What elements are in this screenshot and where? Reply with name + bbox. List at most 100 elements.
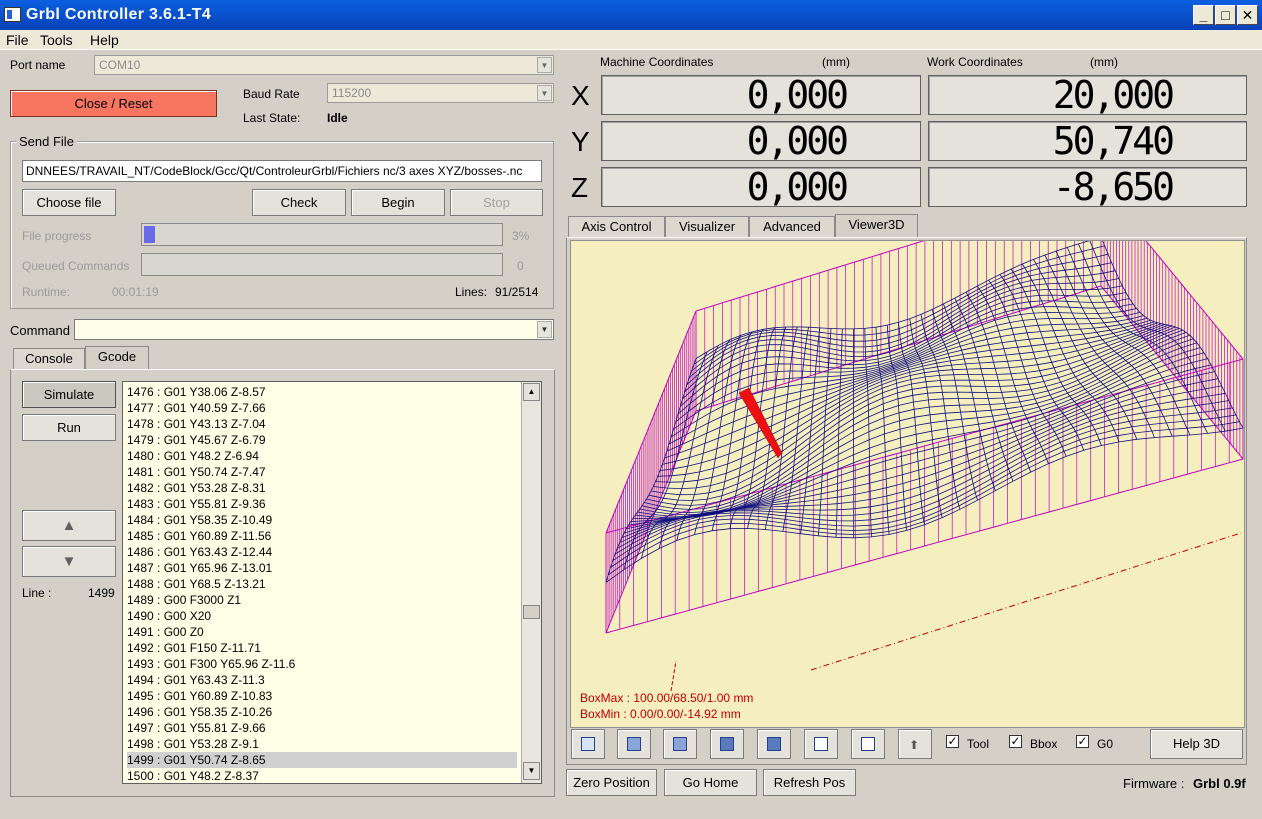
gcode-line[interactable]: 1484 : G01 Y58.35 Z-10.49 <box>127 513 273 527</box>
mesh-line <box>659 322 1158 471</box>
gcode-line[interactable]: 1490 : G00 X20 <box>127 609 212 623</box>
work-y-display: 50,740 <box>928 121 1247 161</box>
view-left-button[interactable] <box>710 729 744 759</box>
gcode-line[interactable]: 1492 : G01 F150 Z-11.71 <box>127 641 261 655</box>
refresh-pos-button[interactable]: Refresh Pos <box>763 769 856 796</box>
view-up-button[interactable]: ⬆ <box>898 729 932 759</box>
maximize-button[interactable]: □ <box>1215 5 1236 25</box>
mesh-line <box>695 241 1090 359</box>
tool-checkbox[interactable]: ✓ <box>946 734 959 748</box>
menu-help[interactable]: Help <box>90 32 119 48</box>
gcode-line[interactable]: 1481 : G01 Y50.74 Z-7.47 <box>127 465 266 479</box>
mesh-line <box>635 342 1198 519</box>
simulate-button[interactable]: Simulate <box>22 381 116 408</box>
tab-visualizer[interactable]: Visualizer <box>665 216 749 238</box>
progress-fill <box>144 226 155 243</box>
g0-checkbox[interactable]: ✓ <box>1076 734 1089 748</box>
close-reset-button[interactable]: Close / Reset <box>10 90 217 117</box>
gcode-line[interactable]: 1480 : G01 Y48.2 Z-6.94 <box>127 449 259 463</box>
tab-console[interactable]: Console <box>13 348 85 370</box>
toolpath-mesh <box>605 241 1244 583</box>
gcode-line[interactable]: 1482 : G01 Y53.28 Z-8.31 <box>127 481 266 495</box>
viewer3d-canvas[interactable]: BoxMax : 100.00/68.50/1.00 mm BoxMin : 0… <box>570 240 1245 728</box>
view-right-button[interactable] <box>757 729 791 759</box>
scroll-down-icon[interactable]: ▼ <box>523 762 540 780</box>
gcode-line[interactable]: 1498 : G01 Y53.28 Z-9.1 <box>127 737 259 751</box>
view-bottom-button[interactable] <box>851 729 885 759</box>
line-down-button[interactable]: ▼ <box>22 546 116 577</box>
mesh-line <box>608 421 1240 576</box>
menu-tools[interactable]: Tools <box>40 32 73 48</box>
choose-file-button[interactable]: Choose file <box>22 189 116 216</box>
bbox-checkbox[interactable]: ✓ <box>1009 734 1022 748</box>
mesh-line <box>1102 241 1244 429</box>
view-back-button[interactable] <box>663 729 697 759</box>
port-select[interactable]: COM10 ▼ <box>94 55 554 75</box>
mesh-line <box>657 323 1162 477</box>
port-label: Port name <box>10 58 66 72</box>
close-window-button[interactable]: ✕ <box>1237 5 1258 25</box>
begin-button[interactable]: Begin <box>351 189 445 216</box>
chevron-down-icon[interactable]: ▼ <box>537 321 552 338</box>
gcode-list[interactable]: 1476 : G01 Y38.06 Z-8.57 1477 : G01 Y40.5… <box>122 381 542 784</box>
gcode-line[interactable]: 1487 : G01 Y65.96 Z-13.01 <box>127 561 273 575</box>
gcode-line[interactable]: 1476 : G01 Y38.06 Z-8.57 <box>127 385 266 399</box>
gcode-line[interactable]: 1479 : G01 Y45.67 Z-6.79 <box>127 433 266 447</box>
gcode-line[interactable]: 1493 : G01 F300 Y65.96 Z-11.6 <box>127 657 296 671</box>
minimize-button[interactable]: _ <box>1193 5 1214 25</box>
line-up-button[interactable]: ▲ <box>22 510 116 541</box>
title-bar: Grbl Controller 3.6.1-T4 _ □ ✕ <box>0 0 1262 30</box>
tab-advanced[interactable]: Advanced <box>749 216 835 238</box>
window-title: Grbl Controller 3.6.1-T4 <box>26 6 212 23</box>
port-value: COM10 <box>99 58 141 72</box>
mesh-line <box>1100 285 1244 460</box>
up-view-icon: ⬆ <box>909 738 920 752</box>
view-top-button[interactable] <box>804 729 838 759</box>
work-coords-label: Work Coordinates <box>927 55 1023 69</box>
gcode-line[interactable]: 1491 : G00 Z0 <box>127 625 204 639</box>
cube-front-icon <box>627 737 641 751</box>
gcode-line[interactable]: 1486 : G01 Y63.43 Z-12.44 <box>127 545 273 559</box>
gcode-line[interactable]: 1495 : G01 Y60.89 Z-10.83 <box>127 689 273 703</box>
zero-position-button[interactable]: Zero Position <box>566 769 657 796</box>
mesh-line <box>680 292 1126 407</box>
box-min-label: BoxMin : 0.00/0.00/-14.92 mm <box>580 707 741 721</box>
menu-file[interactable]: File <box>6 32 29 48</box>
mesh-line <box>650 325 1173 496</box>
mesh-line <box>684 278 1119 392</box>
down-arrow-icon: ▼ <box>61 553 77 570</box>
tab-viewer3d[interactable]: Viewer3D <box>835 214 918 238</box>
view-iso-button[interactable] <box>571 729 605 759</box>
run-button[interactable]: Run <box>22 414 116 441</box>
baud-select[interactable]: 115200 ▼ <box>327 83 554 103</box>
gcode-line[interactable]: 1477 : G01 Y40.59 Z-7.66 <box>127 401 266 415</box>
scroll-up-icon[interactable]: ▲ <box>523 383 540 401</box>
gcode-line[interactable]: 1489 : G00 F3000 Z1 <box>127 593 242 607</box>
gcode-line[interactable]: 1478 : G01 Y43.13 Z-7.04 <box>127 417 266 431</box>
cube-left-icon <box>720 737 734 751</box>
gcode-line[interactable]: 1497 : G01 Y55.81 Z-9.66 <box>127 721 266 735</box>
gcode-line[interactable]: 1499 : G01 Y50.74 Z-8.65 <box>127 752 517 768</box>
tab-gcode[interactable]: Gcode <box>85 346 149 370</box>
stop-button[interactable]: Stop <box>450 189 543 216</box>
gcode-line[interactable]: 1500 : G01 Y48.2 Z-8.37 <box>127 769 259 783</box>
machine-x-display: 0,000 <box>601 75 921 115</box>
gcode-line[interactable]: 1488 : G01 Y68.5 Z-13.21 <box>127 577 266 591</box>
command-input[interactable]: ▼ <box>74 319 554 340</box>
mesh-line <box>626 364 1212 530</box>
go-home-button[interactable]: Go Home <box>664 769 757 796</box>
file-path-field[interactable]: DNNEES/TRAVAIL_NT/CodeBlock/Gcc/Qt/Contr… <box>22 160 542 182</box>
gcode-line[interactable]: 1483 : G01 Y55.81 Z-9.36 <box>127 497 266 511</box>
mesh-line <box>682 285 1123 400</box>
gcode-scrollbar[interactable]: ▲ ▼ <box>521 382 541 783</box>
mesh-line <box>655 324 1166 483</box>
view-front-button[interactable] <box>617 729 651 759</box>
gcode-line[interactable]: 1494 : G01 Y63.43 Z-11.3 <box>127 673 265 687</box>
gcode-line[interactable]: 1485 : G01 Y60.89 Z-11.56 <box>127 529 272 543</box>
help-3d-button[interactable]: Help 3D <box>1150 729 1243 759</box>
gcode-line[interactable]: 1496 : G01 Y58.35 Z-10.26 <box>127 705 273 719</box>
tab-axis-control[interactable]: Axis Control <box>568 216 665 238</box>
check-button[interactable]: Check <box>252 189 346 216</box>
up-arrow-icon: ▲ <box>61 517 77 534</box>
scroll-thumb[interactable] <box>523 605 540 619</box>
